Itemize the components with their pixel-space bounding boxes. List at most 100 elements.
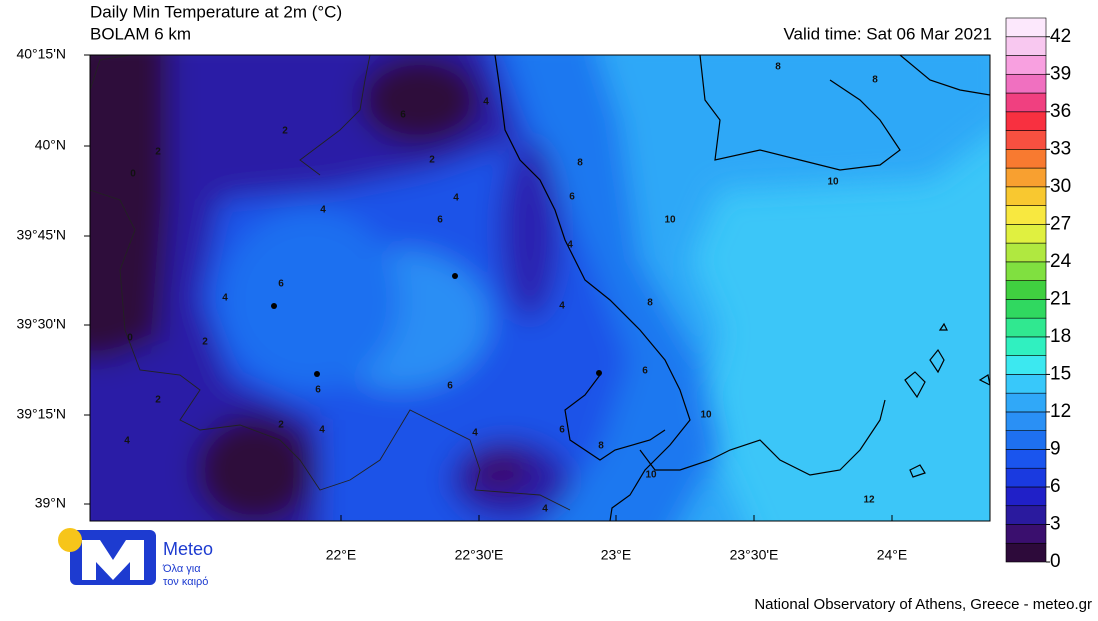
valid-time: Valid time: Sat 06 Mar 2021 [783,24,992,43]
contour-label: 2 [202,337,208,348]
contour-label: 6 [315,385,321,396]
colorbar-box [1005,430,1047,450]
contour-label: 2 [278,420,284,431]
subtitle: BOLAM 6 km [90,24,191,43]
contour-label: 6 [400,110,406,121]
contour-label: 4 [472,428,478,439]
contour-label: 6 [642,366,648,377]
colorbar-label: 33 [1050,138,1071,159]
contour-label: 8 [775,62,781,73]
colorbar-label: 6 [1050,476,1061,497]
colorbar-box [1005,355,1047,375]
colorbar-box [1005,36,1047,56]
contour-label: 8 [647,298,653,309]
contour-label: 6 [447,381,453,392]
colorbar-box [1005,17,1047,38]
contour-label: 2 [155,395,161,406]
colorbar-label: 36 [1050,101,1071,122]
lon-label: 22°E [326,547,357,563]
lat-label: 39°30'N [16,316,66,332]
colorbar-box [1005,73,1047,94]
colorbar-box [1005,92,1047,113]
contour-label: 8 [577,158,583,169]
colorbar-box [1005,261,1047,281]
colorbar-box [1005,467,1047,488]
lat-label: 40°N [35,137,66,153]
colorbar-box [1005,111,1047,131]
colorbar-box [1005,149,1047,169]
colorbar-box [1005,449,1047,469]
contour-label: 4 [319,425,325,436]
contour-label: 2 [155,147,161,158]
colorbar-box [1005,505,1047,525]
contour-label: 6 [437,215,443,226]
contour-label: 12 [863,495,875,506]
colorbar-box [1005,242,1047,263]
logo-tagline: Όλα για [162,563,201,575]
contour-label: 0 [130,169,136,180]
colorbar-label: 27 [1050,213,1071,234]
colorbar-box [1005,542,1047,563]
colorbar-box [1005,299,1047,319]
colorbar-label: 3 [1050,513,1061,534]
colorbar-label: 21 [1050,288,1071,309]
contour-label: 6 [559,425,565,436]
lon-label: 22°30'E [455,547,504,563]
colorbar-label: 0 [1050,551,1061,572]
contour-label: 4 [567,240,573,251]
contour-label: 2 [429,155,435,166]
lat-label: 40°15'N [16,46,66,62]
lat-label: 39°N [35,495,66,511]
contour-label: 10 [827,177,839,188]
logo-name: Meteo [163,539,213,559]
colorbar-box [1005,486,1047,507]
colorbar-label: 12 [1050,401,1071,422]
contour-label: 4 [320,205,326,216]
contour-label: 4 [222,293,228,304]
colorbar-label: 18 [1050,326,1071,347]
colorbar-label: 24 [1050,251,1072,272]
colorbar-label: 39 [1050,63,1071,84]
logo: Meteo Όλα για τον καιρό [58,528,213,588]
colorbar-box [1005,524,1047,544]
colorbar-label: 15 [1050,363,1071,384]
contour-label: 6 [569,192,575,203]
contour-label: 10 [700,410,712,421]
colorbar-box [1005,224,1047,244]
title: Daily Min Temperature at 2m (°C) [90,2,342,21]
colorbar-box [1005,280,1047,300]
contour-label: 6 [278,279,284,290]
colorbar-box [1005,336,1047,356]
lon-label: 23°E [601,547,632,563]
lat-label: 39°45'N [16,227,66,243]
footer: National Observatory of Athens, Greece -… [754,596,1092,613]
contour-label: 4 [483,97,489,108]
colorbar-label: 42 [1050,26,1071,47]
contour-label: 4 [453,193,459,204]
contour-label: 4 [559,301,565,312]
colorbar-box [1005,55,1047,75]
colorbar-box [1005,186,1047,206]
contour-label: 8 [598,441,604,452]
colorbar-box [1005,205,1047,225]
colorbar-label: 9 [1050,438,1061,459]
colorbar-box [1005,167,1047,188]
colorbar-box [1005,130,1047,150]
colorbar-box [1005,411,1047,431]
colorbar-box [1005,374,1047,394]
colorbar-box [1005,392,1047,413]
colorbar-label: 30 [1050,176,1071,197]
colorbar-box [1005,317,1047,338]
contour-label: 10 [645,470,657,481]
logo-tagline: τον καιρό [163,576,208,588]
contour-label: 8 [872,75,878,86]
map-frame [89,54,991,522]
contour-label: 2 [282,126,288,137]
map-axes: 40°15'N 40°N 39°45'N 39°30'N 39°15'N 39°N 22°E… [16,46,907,563]
lat-label: 39°15'N [16,406,66,422]
contour-label: 4 [124,436,130,447]
